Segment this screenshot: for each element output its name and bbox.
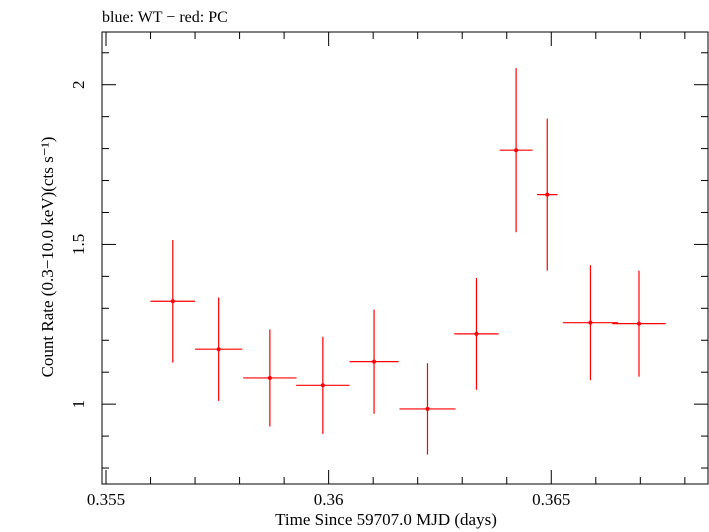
data-marker <box>170 299 175 304</box>
plot-frame <box>101 31 709 485</box>
data-point <box>296 336 350 434</box>
y-tick-label: 1 <box>69 400 88 409</box>
chart-title: blue: WT − red: PC <box>102 9 228 26</box>
data-marker <box>474 331 479 336</box>
data-point <box>562 265 619 381</box>
y-tick-label: 1.5 <box>69 234 88 255</box>
y-axis-label: Count Rate (0.3−10.0 keV)(cts s⁻¹) <box>38 137 57 378</box>
x-tick-label: 0.355 <box>87 490 125 509</box>
data-point <box>499 68 533 233</box>
data-marker <box>636 321 641 326</box>
y-tick-label: 2 <box>69 80 88 89</box>
data-point <box>349 309 399 414</box>
data-points-layer <box>150 68 666 455</box>
data-point <box>612 270 666 377</box>
data-point <box>454 277 499 390</box>
data-point <box>399 363 456 455</box>
data-marker <box>588 320 593 325</box>
data-marker <box>372 359 377 364</box>
data-point <box>537 118 558 271</box>
data-marker <box>514 148 519 153</box>
x-tick-label: 0.36 <box>314 490 344 509</box>
x-tick-label: 0.365 <box>532 490 570 509</box>
data-point <box>195 297 243 401</box>
x-axis-label: Time Since 59707.0 MJD (days) <box>275 510 497 529</box>
data-marker <box>216 347 221 352</box>
data-point <box>243 329 297 427</box>
data-marker <box>267 375 272 380</box>
data-marker <box>545 192 550 197</box>
data-point <box>150 239 196 363</box>
x-axis-ticks: 0.355 0.36 0.365 <box>87 32 686 509</box>
data-marker <box>425 406 430 411</box>
data-marker <box>320 383 325 388</box>
y-axis-ticks: 11.52 <box>69 52 708 469</box>
